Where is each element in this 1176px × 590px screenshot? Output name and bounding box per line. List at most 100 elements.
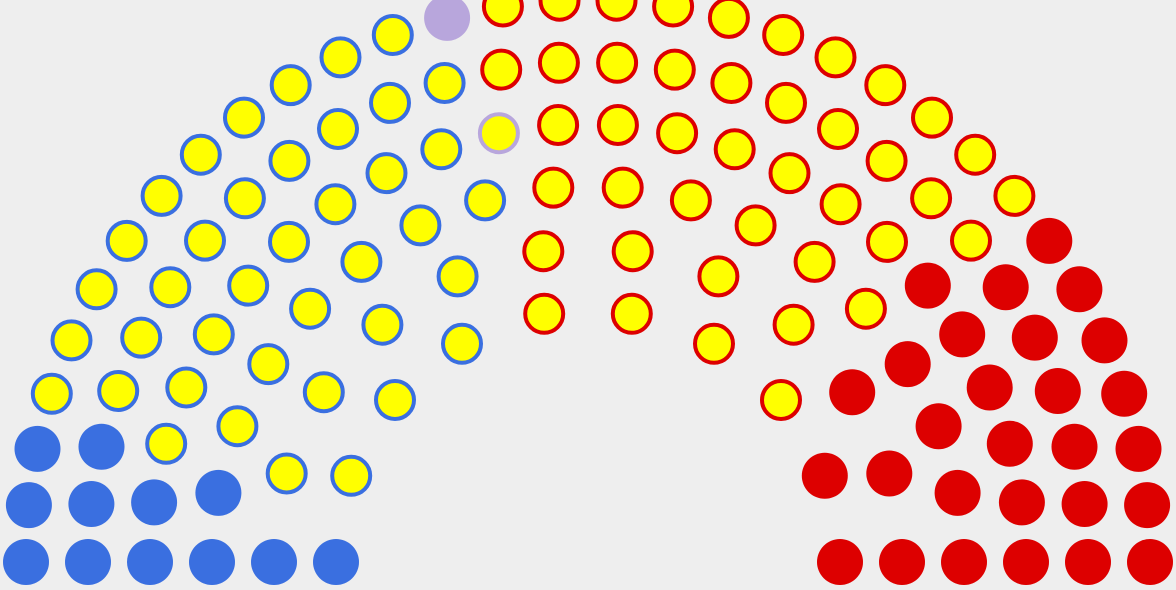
seat-yellow-ring-blue: [319, 36, 362, 79]
seat-yellow-ring-blue: [420, 128, 463, 171]
seat-yellow-ring-red: [814, 36, 857, 79]
seat-yellow-ring-red: [954, 133, 997, 176]
seat-yellow-ring-blue: [374, 379, 416, 421]
seat-red: [1026, 217, 1073, 264]
seat-yellow-ring-red: [537, 104, 580, 146]
seat-yellow-ring-red: [710, 62, 753, 104]
seat-red: [1124, 482, 1171, 529]
seat-yellow-ring-red: [480, 48, 523, 91]
seat-yellow-ring-red: [911, 96, 953, 139]
seat-yellow-ring-red: [844, 287, 887, 330]
seat-yellow-ring-blue: [223, 96, 265, 139]
seat-yellow-ring-blue: [75, 268, 118, 311]
seat-yellow-ring-red: [864, 64, 907, 107]
seat-red: [934, 469, 981, 516]
seat-yellow-ring-blue: [330, 454, 373, 497]
seat-yellow-ring-blue: [365, 152, 408, 195]
seat-blue: [65, 539, 111, 585]
seat-yellow-ring-red: [537, 41, 580, 84]
seat-red: [866, 450, 913, 497]
seat-yellow-ring-red: [610, 292, 653, 335]
seat-yellow-ring-blue: [184, 219, 226, 262]
seat-red: [817, 539, 863, 585]
seat-red: [1003, 539, 1049, 585]
seat-yellow-ring-blue: [302, 371, 345, 414]
seat-yellow-ring-blue: [399, 204, 442, 247]
seat-red: [1011, 314, 1058, 361]
seat-red: [1065, 539, 1111, 585]
seat-yellow-ring-red: [595, 0, 638, 22]
seat-yellow-ring-red: [596, 41, 639, 84]
seat-yellow-ring-lavender: [477, 112, 520, 155]
seat-blue: [251, 539, 297, 585]
seat-yellow-ring-blue: [227, 264, 270, 307]
seat-yellow-ring-red: [866, 220, 908, 263]
seat-yellow-ring-blue: [247, 343, 290, 386]
seat-yellow-ring-red: [910, 177, 953, 220]
seat-red: [1034, 368, 1081, 414]
seat-yellow-ring-red: [760, 379, 802, 421]
seat-yellow-ring-red: [817, 108, 859, 150]
seat-yellow-ring-blue: [441, 322, 483, 365]
seat-yellow-ring-blue: [340, 240, 383, 283]
seat-blue: [131, 479, 178, 526]
seat-red: [1081, 317, 1128, 364]
seat-blue: [78, 423, 125, 470]
seat-red: [939, 311, 986, 358]
seat-blue: [3, 539, 49, 585]
seat-red: [982, 264, 1029, 311]
seat-yellow-ring-blue: [50, 319, 93, 362]
seat-yellow-ring-blue: [179, 133, 222, 176]
seat-yellow-ring-blue: [464, 179, 507, 222]
seat-red: [1061, 481, 1108, 527]
seat-yellow-ring-red: [611, 230, 654, 273]
seat-yellow-ring-red: [532, 166, 575, 209]
seat-red: [884, 341, 931, 388]
seat-yellow-ring-blue: [268, 139, 311, 182]
seat-yellow-ring-red: [596, 104, 639, 146]
seat-red: [801, 452, 848, 499]
seat-red: [904, 262, 951, 309]
seat-red: [1115, 425, 1162, 472]
seat-red: [1127, 539, 1173, 585]
seat-red: [829, 369, 876, 416]
seat-red: [998, 479, 1045, 526]
seat-yellow-ring-red: [652, 0, 695, 28]
seat-yellow-ring-blue: [314, 183, 357, 226]
seat-blue: [68, 481, 115, 527]
seat-red: [986, 420, 1033, 467]
seat-yellow-ring-red: [993, 174, 1036, 217]
seat-yellow-ring-red: [772, 303, 815, 346]
seat-yellow-ring-blue: [105, 219, 148, 262]
seat-yellow-ring-blue: [120, 316, 163, 359]
seat-red: [941, 539, 987, 585]
seat-yellow-ring-red: [522, 230, 565, 273]
seat-yellow-ring-red: [707, 0, 750, 39]
seat-blue: [14, 425, 61, 472]
seat-blue: [313, 539, 359, 585]
seat-yellow-ring-red: [950, 219, 992, 262]
seat-yellow-ring-blue: [140, 174, 183, 217]
seat-yellow-ring-red: [481, 0, 524, 28]
seat-yellow-ring-red: [793, 240, 836, 283]
seat-red: [1056, 266, 1103, 313]
seat-yellow-ring-blue: [216, 405, 259, 448]
seat-yellow-ring-blue: [149, 266, 192, 309]
seat-yellow-ring-red: [538, 0, 581, 22]
seat-blue: [189, 539, 235, 585]
seat-yellow-ring-blue: [192, 313, 235, 356]
seat-yellow-ring-red: [734, 204, 777, 247]
seat-yellow-ring-red: [768, 152, 811, 195]
seat-yellow-ring-blue: [317, 108, 359, 150]
seat-yellow-ring-red: [653, 48, 696, 91]
seat-blue: [127, 539, 173, 585]
seat-red: [966, 364, 1013, 411]
seat-blue: [195, 469, 242, 516]
seat-yellow-ring-red: [819, 183, 862, 226]
seat-red: [915, 403, 962, 450]
seat-yellow-ring-red: [865, 139, 908, 182]
seat-yellow-ring-blue: [369, 81, 411, 124]
seat-yellow-ring-blue: [30, 372, 73, 415]
seat-yellow-ring-red: [762, 14, 805, 56]
